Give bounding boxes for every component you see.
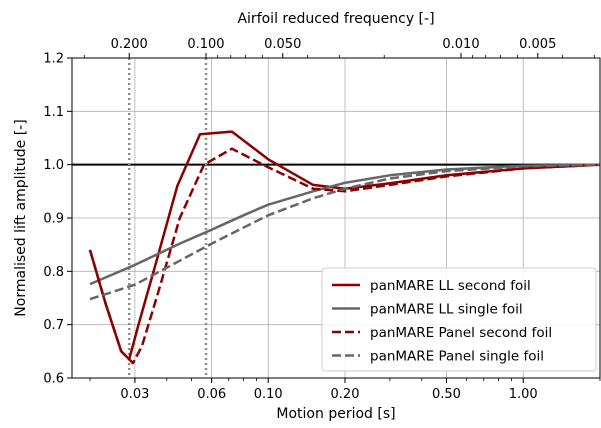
y-tick-label: 1.1 — [43, 105, 64, 120]
series-line-3 — [88, 147, 601, 365]
series-layer — [88, 130, 601, 365]
y-tick-label: 0.9 — [43, 212, 64, 227]
top-tick-label: 0.050 — [264, 37, 301, 52]
legend: panMARE LL second foil panMARE LL single … — [321, 267, 597, 372]
x-tick-label: 1.00 — [509, 387, 538, 402]
top-tick-label: 0.100 — [187, 37, 224, 52]
y-tick-label: 0.6 — [43, 372, 64, 387]
y-axis-label: Normalised lift amplitude [-] — [13, 119, 29, 316]
reference-layer — [72, 58, 600, 378]
legend-box — [321, 267, 597, 372]
legend-label-1: panMARE LL second foil — [370, 278, 531, 294]
top-tick-label: 0.200 — [111, 37, 148, 52]
ticks: 0.6 0.7 0.8 0.9 1.0 1.1 1.2 0.03 0.06 0.10 0.20 0.5… — [43, 37, 601, 402]
series-line-4 — [89, 163, 601, 301]
x-axis-label: Motion period [s] — [276, 406, 395, 422]
y-tick-label: 1.0 — [43, 158, 64, 173]
legend-label-2: panMARE LL single foil — [370, 302, 523, 318]
x-tick-label: 0.20 — [331, 387, 360, 402]
y-tick-label: 0.8 — [43, 265, 64, 280]
top-tick-label: 0.010 — [442, 37, 479, 52]
legend-label-3: panMARE Panel second foil — [370, 325, 552, 341]
y-tick-label: 1.2 — [43, 52, 64, 67]
top-tick-label: 0.005 — [519, 37, 556, 52]
x-tick-label: 0.10 — [254, 387, 283, 402]
x-tick-label: 0.03 — [120, 387, 149, 402]
top-axis-label: Airfoil reduced frequency [-] — [237, 11, 434, 27]
x-tick-label: 0.50 — [432, 387, 461, 402]
y-tick-label: 0.7 — [43, 318, 64, 333]
series-line-2 — [89, 163, 601, 286]
x-tick-label: 0.06 — [197, 387, 226, 402]
legend-label-4: panMARE Panel single foil — [370, 349, 544, 365]
